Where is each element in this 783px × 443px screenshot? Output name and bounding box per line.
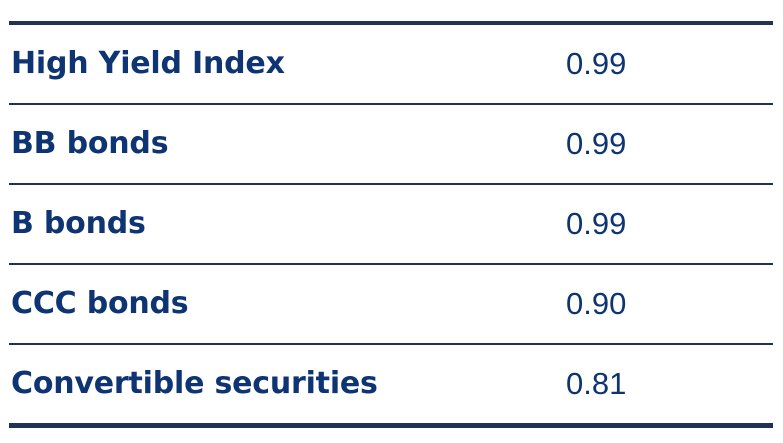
table-row: BB bonds 0.99 [9,105,773,185]
row-value: 0.90 [566,286,627,321]
row-label: High Yield Index [11,46,285,81]
table-row: High Yield Index 0.99 [9,25,773,105]
row-value: 0.99 [566,126,627,161]
table-top-rule [9,21,773,25]
table-row: Convertible securities 0.81 [9,345,773,428]
row-value: 0.99 [566,46,627,81]
row-value: 0.81 [566,366,627,401]
row-label: BB bonds [11,126,169,161]
row-label: Convertible securities [11,366,378,401]
row-label: CCC bonds [11,286,189,321]
row-value: 0.99 [566,206,627,241]
correlation-table: High Yield Index 0.99 BB bonds 0.99 B bo… [9,21,773,428]
table-row: CCC bonds 0.90 [9,265,773,345]
table-row: B bonds 0.99 [9,185,773,265]
row-label: B bonds [11,206,146,241]
